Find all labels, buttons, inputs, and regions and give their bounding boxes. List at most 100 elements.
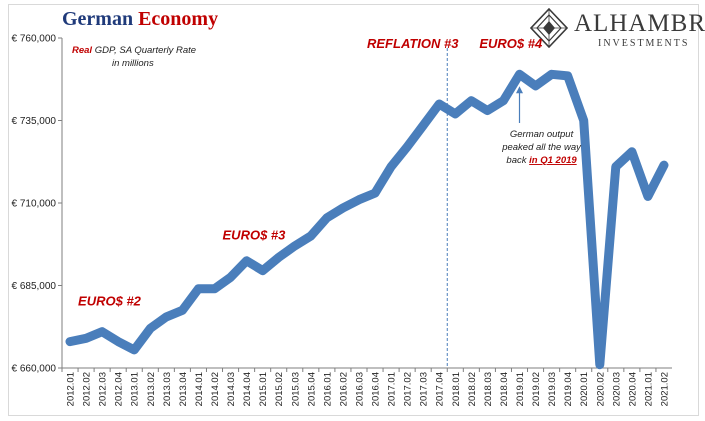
x-tick-label: 2018.02 (467, 372, 478, 406)
x-tick-label: 2020.03 (611, 372, 622, 406)
data-point (631, 151, 633, 153)
x-tick-label: 2019.02 (531, 372, 542, 406)
data-point (390, 166, 392, 168)
data-point (454, 113, 456, 115)
data-point (278, 256, 280, 258)
title-part-economy: Economy (138, 8, 219, 30)
x-tick-label: 2021.02 (659, 372, 670, 406)
data-point (599, 364, 601, 366)
x-tick-label: 2015.01 (258, 372, 269, 406)
data-point (326, 217, 328, 219)
subtitle-real: Real (72, 45, 93, 56)
y-tick-label: € 660,000 (12, 364, 57, 375)
x-tick-label: 2012.03 (98, 372, 109, 406)
data-point (535, 85, 537, 87)
x-tick-label: 2020.01 (579, 372, 590, 406)
x-tick-label: 2013.01 (130, 372, 141, 406)
data-point (165, 316, 167, 318)
data-point (149, 327, 151, 329)
data-point (246, 260, 248, 262)
x-tick-label: 2013.04 (178, 372, 189, 406)
y-tick-label: € 685,000 (12, 281, 57, 292)
x-tick-label: 2012.02 (82, 372, 93, 406)
data-point (406, 146, 408, 148)
x-tick-label: 2012.01 (66, 372, 77, 406)
x-tick-label: 2016.01 (322, 372, 333, 406)
x-tick-label: 2014.02 (210, 372, 221, 406)
note-line-3-prefix: back (506, 155, 529, 166)
alhambra-diamond-icon (530, 8, 568, 48)
x-tick-label: 2018.01 (451, 372, 462, 406)
data-point (85, 337, 87, 339)
data-point (470, 100, 472, 102)
x-tick-label: 2014.04 (242, 372, 253, 406)
x-tick-label: 2015.02 (274, 372, 285, 406)
y-tick-label: € 735,000 (12, 116, 57, 127)
data-point (615, 166, 617, 168)
chart-frame (8, 4, 699, 416)
annotation-label: EURO$ #2 (78, 293, 142, 308)
data-point (663, 164, 665, 166)
x-tick-label: 2013.02 (146, 372, 157, 406)
data-point (262, 270, 264, 272)
x-tick-label: 2020.02 (595, 372, 606, 406)
data-point (133, 349, 135, 351)
x-tick-label: 2017.03 (419, 372, 430, 406)
x-tick-label: 2013.03 (162, 372, 173, 406)
annotation-label: EURO$ #4 (479, 36, 543, 51)
logo-subtitle: INVESTMENTS (598, 38, 690, 49)
x-tick-label: 2021.01 (643, 372, 654, 406)
chart-title: German Economy (62, 8, 218, 31)
data-point (294, 245, 296, 247)
x-tick-label: 2018.03 (483, 372, 494, 406)
x-tick-label: 2019.04 (563, 372, 574, 406)
y-tick-label: € 710,000 (12, 199, 57, 210)
data-point (181, 309, 183, 311)
x-tick-label: 2017.01 (387, 372, 398, 406)
alhambra-logo: ALHAMBRA INVESTMENTS (530, 8, 705, 52)
data-point (647, 195, 649, 197)
x-tick-label: 2016.02 (338, 372, 349, 406)
annotation-label: REFLATION #3 (367, 36, 459, 51)
data-point (197, 288, 199, 290)
data-point (214, 288, 215, 290)
note-line-3-link: in Q1 2019 (529, 155, 577, 166)
data-point (551, 73, 553, 75)
data-point (230, 276, 232, 278)
data-point (310, 235, 312, 237)
data-point (583, 120, 585, 121)
data-point (486, 110, 488, 112)
data-point (374, 192, 376, 194)
data-point (358, 199, 360, 201)
data-point (438, 103, 440, 105)
data-point (342, 207, 344, 209)
gdp-series-line (65, 69, 669, 370)
data-point (117, 341, 119, 343)
subtitle-line2: in millions (112, 58, 154, 69)
x-tick-label: 2017.04 (435, 372, 446, 406)
x-tick-label: 2017.02 (403, 372, 414, 406)
data-point (502, 100, 504, 102)
x-tick-label: 2014.03 (226, 372, 237, 406)
x-tick-label: 2015.04 (306, 372, 317, 406)
data-point (422, 124, 424, 126)
y-tick-label: € 760,000 (12, 34, 57, 45)
data-point (101, 331, 103, 333)
note-line-3: back in Q1 2019 (506, 155, 577, 166)
x-tick-label: 2019.01 (515, 372, 526, 406)
subtitle-rest: GDP, SA Quarterly Rate (92, 45, 197, 56)
x-tick-label: 2015.03 (290, 372, 301, 406)
note-arrow-head (516, 86, 523, 94)
note-line-2: peaked all the way (501, 142, 582, 153)
x-tick-label: 2016.04 (371, 372, 382, 406)
x-tick-label: 2020.04 (627, 372, 638, 406)
x-tick-label: 2016.03 (354, 372, 365, 406)
x-tick-label: 2014.01 (194, 372, 205, 406)
note-line-1: German output (510, 129, 574, 140)
data-point (519, 73, 520, 75)
annotation-label: EURO$ #3 (223, 227, 287, 242)
logo-name: ALHAMBRA (574, 10, 705, 37)
data-point (69, 341, 71, 343)
x-tick-label: 2018.04 (499, 372, 510, 406)
